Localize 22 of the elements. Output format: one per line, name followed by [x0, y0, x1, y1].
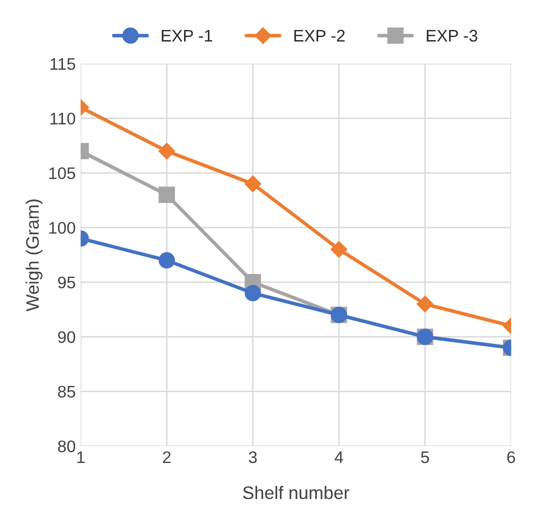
legend-label: EXP -1	[162, 30, 212, 42]
x-tick-label: 6	[507, 451, 515, 464]
y-tick-label: 105	[49, 167, 76, 180]
x-axis-title: Shelf number	[243, 486, 350, 500]
legend-label: EXP -3	[426, 30, 478, 42]
x-tick-label: 3	[248, 451, 257, 464]
point	[330, 241, 348, 258]
y-tick-label: 115	[50, 58, 76, 70]
y-tick-label: 90	[58, 331, 76, 344]
y-tick-label: 95	[58, 276, 76, 288]
point	[244, 176, 262, 192]
x-tick-label: 1	[77, 452, 85, 463]
y-tick-label: 110	[50, 112, 76, 125]
point	[244, 284, 262, 302]
y-tick-label: 100	[49, 222, 76, 234]
x-tick-label: 2	[162, 451, 171, 463]
y-tick-label: 85	[58, 386, 76, 398]
legend-label: EXP -2	[294, 30, 345, 42]
y-axis-title: Weigh (Gram)	[26, 199, 42, 312]
x-tick-label: 4	[334, 452, 344, 463]
x-tick-label: 5	[421, 452, 429, 464]
y-tick-label: 80	[58, 440, 76, 452]
